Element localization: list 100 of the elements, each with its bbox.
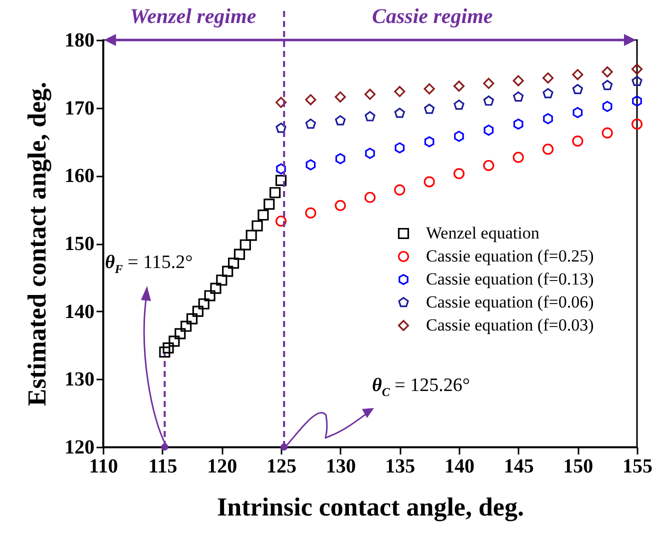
- point: [204, 290, 216, 302]
- point: [364, 88, 376, 100]
- ref-line-label: θ$_{C}$ = 125.26°: [372, 375, 470, 400]
- point: [454, 100, 464, 110]
- point: [424, 83, 435, 94]
- point: [483, 96, 494, 106]
- point: [364, 192, 376, 203]
- text: Cassie regime: [372, 4, 493, 29]
- point: [364, 111, 376, 122]
- point: [240, 239, 251, 250]
- point: [270, 187, 281, 198]
- y-tick-label: 140: [64, 300, 94, 323]
- point: [602, 127, 613, 138]
- point: [276, 163, 286, 174]
- x-tick-label: 135: [385, 456, 416, 478]
- point: [572, 69, 584, 80]
- point: [275, 96, 287, 108]
- point: [632, 76, 642, 86]
- x-tick-label: 115: [148, 456, 178, 478]
- point: [228, 258, 240, 269]
- point: [198, 298, 210, 310]
- legend-label: Cassie equation (f=0.13): [426, 270, 594, 288]
- point: [305, 94, 316, 106]
- point: [394, 184, 406, 196]
- y-tick-label: 180: [64, 30, 94, 52]
- point: [631, 64, 643, 75]
- point: [334, 200, 346, 212]
- point: [159, 346, 170, 358]
- x-tick-label: 120: [207, 456, 238, 478]
- point: [542, 72, 554, 84]
- point: [335, 115, 346, 126]
- text: Wenzel regime: [130, 4, 256, 29]
- point: [394, 108, 405, 118]
- point: [542, 144, 554, 155]
- point: [424, 136, 434, 148]
- point: [162, 342, 174, 354]
- y-axis-title: Estimated contact angle, deg.: [22, 82, 52, 406]
- point: [174, 328, 186, 340]
- point: [335, 153, 346, 164]
- point: [453, 168, 465, 180]
- point: [275, 174, 287, 186]
- y-tick-label: 130: [64, 368, 94, 391]
- point: [234, 248, 246, 260]
- x-tick-label: 110: [89, 456, 118, 478]
- point: [572, 84, 583, 94]
- point: [602, 80, 613, 90]
- legend-label: Cassie equation (f=0.03): [426, 316, 594, 334]
- legend-label: Cassie equation (f=0.25): [426, 246, 594, 266]
- legend-label: Cassie equation (f=0.06): [426, 292, 594, 312]
- x-axis-title: Intrinsic contact angle, deg.: [217, 492, 524, 522]
- point: [572, 107, 583, 118]
- y-tick-label: 170: [64, 97, 94, 120]
- point: [276, 122, 286, 133]
- point: [542, 88, 554, 98]
- y-tick-label: 160: [64, 165, 94, 188]
- point: [334, 91, 346, 103]
- point: [305, 207, 316, 219]
- y-tick-label: 150: [64, 233, 94, 255]
- point: [305, 118, 316, 129]
- point: [484, 124, 494, 136]
- point: [602, 100, 612, 112]
- point: [483, 160, 494, 172]
- x-tick-label: 150: [563, 456, 594, 478]
- point: [264, 198, 275, 210]
- point: [453, 80, 465, 92]
- point: [180, 320, 192, 332]
- point: [186, 313, 198, 324]
- point: [632, 96, 642, 107]
- point: [483, 78, 494, 89]
- x-tick-label: 140: [444, 456, 474, 478]
- point: [258, 209, 269, 221]
- point: [168, 336, 180, 347]
- point: [424, 176, 435, 188]
- legend-label: Wenzel equation: [426, 224, 540, 242]
- point: [275, 216, 287, 227]
- point: [454, 130, 464, 142]
- point: [192, 306, 204, 317]
- point: [513, 118, 524, 130]
- point: [394, 86, 406, 98]
- point: [602, 66, 613, 78]
- point: [246, 230, 257, 241]
- point: [513, 91, 524, 102]
- point: [394, 142, 405, 154]
- y-tick-label: 120: [64, 436, 94, 458]
- point: [222, 266, 234, 277]
- x-tick-label: 155: [622, 456, 652, 478]
- point: [210, 282, 222, 294]
- point: [512, 152, 524, 163]
- ref-line-label: θ$_{F}$ = 115.2°: [105, 252, 193, 277]
- point: [252, 220, 263, 232]
- point: [216, 274, 228, 286]
- point: [543, 113, 553, 124]
- point: [631, 118, 643, 130]
- point: [365, 148, 375, 159]
- x-tick-label: 125: [266, 456, 296, 478]
- point: [306, 159, 316, 170]
- point: [512, 75, 524, 86]
- x-tick-label: 130: [326, 456, 356, 478]
- point: [424, 104, 435, 114]
- x-tick-label: 145: [504, 456, 534, 478]
